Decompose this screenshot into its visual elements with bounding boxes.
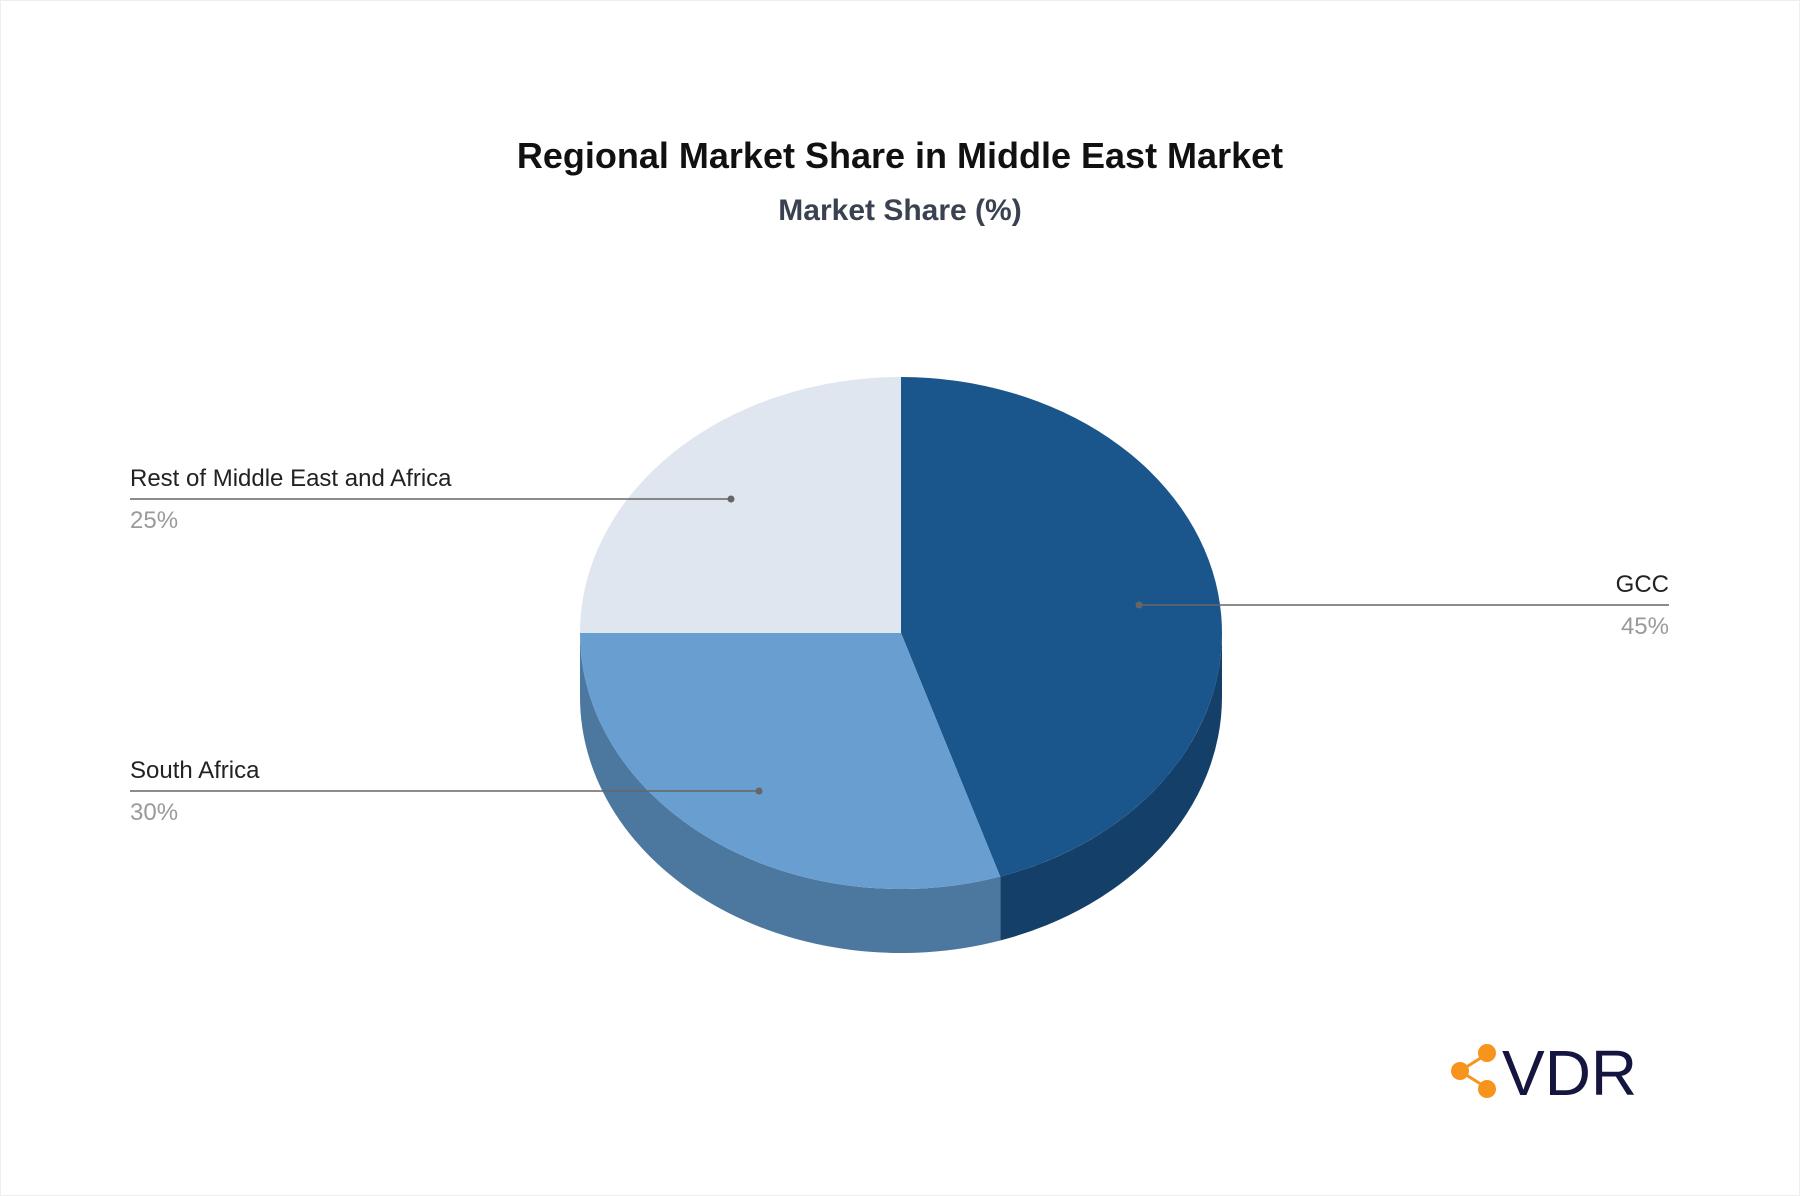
logo-text: VDR — [1502, 1037, 1637, 1109]
slice-side-south-africa — [579, 633, 1001, 953]
vdr-logo: VDR — [1451, 1037, 1637, 1109]
label-south-africa: South Africa 30% — [130, 757, 763, 826]
label-gcc: GCC 45% — [1135, 571, 1669, 640]
slice-value-south-africa: 30% — [130, 799, 178, 826]
pie-slices — [579, 377, 1222, 889]
slice-label-rest: Rest of Middle East and Africa — [130, 465, 452, 492]
leader-dot-rest — [727, 495, 735, 503]
share-nodes-icon — [1451, 1044, 1496, 1098]
chart-subtitle: Market Share (%) — [778, 194, 1021, 227]
slice-value-rest: 25% — [130, 507, 178, 534]
slice-label-gcc: GCC — [1616, 571, 1669, 598]
leader-dot-south-africa — [755, 787, 763, 795]
slice-value-gcc: 45% — [1621, 613, 1669, 640]
leader-dot-gcc — [1135, 601, 1143, 609]
slice-label-south-africa: South Africa — [130, 757, 260, 784]
slice-south-africa — [579, 633, 1001, 889]
slice-side-gcc — [1000, 633, 1222, 941]
slice-gcc — [901, 377, 1222, 877]
label-rest: Rest of Middle East and Africa 25% — [130, 465, 735, 534]
chart-title: Regional Market Share in Middle East Mar… — [517, 135, 1283, 176]
slice-rest-of-middle-east-and-africa — [580, 377, 901, 633]
pie-sides — [579, 633, 1222, 953]
